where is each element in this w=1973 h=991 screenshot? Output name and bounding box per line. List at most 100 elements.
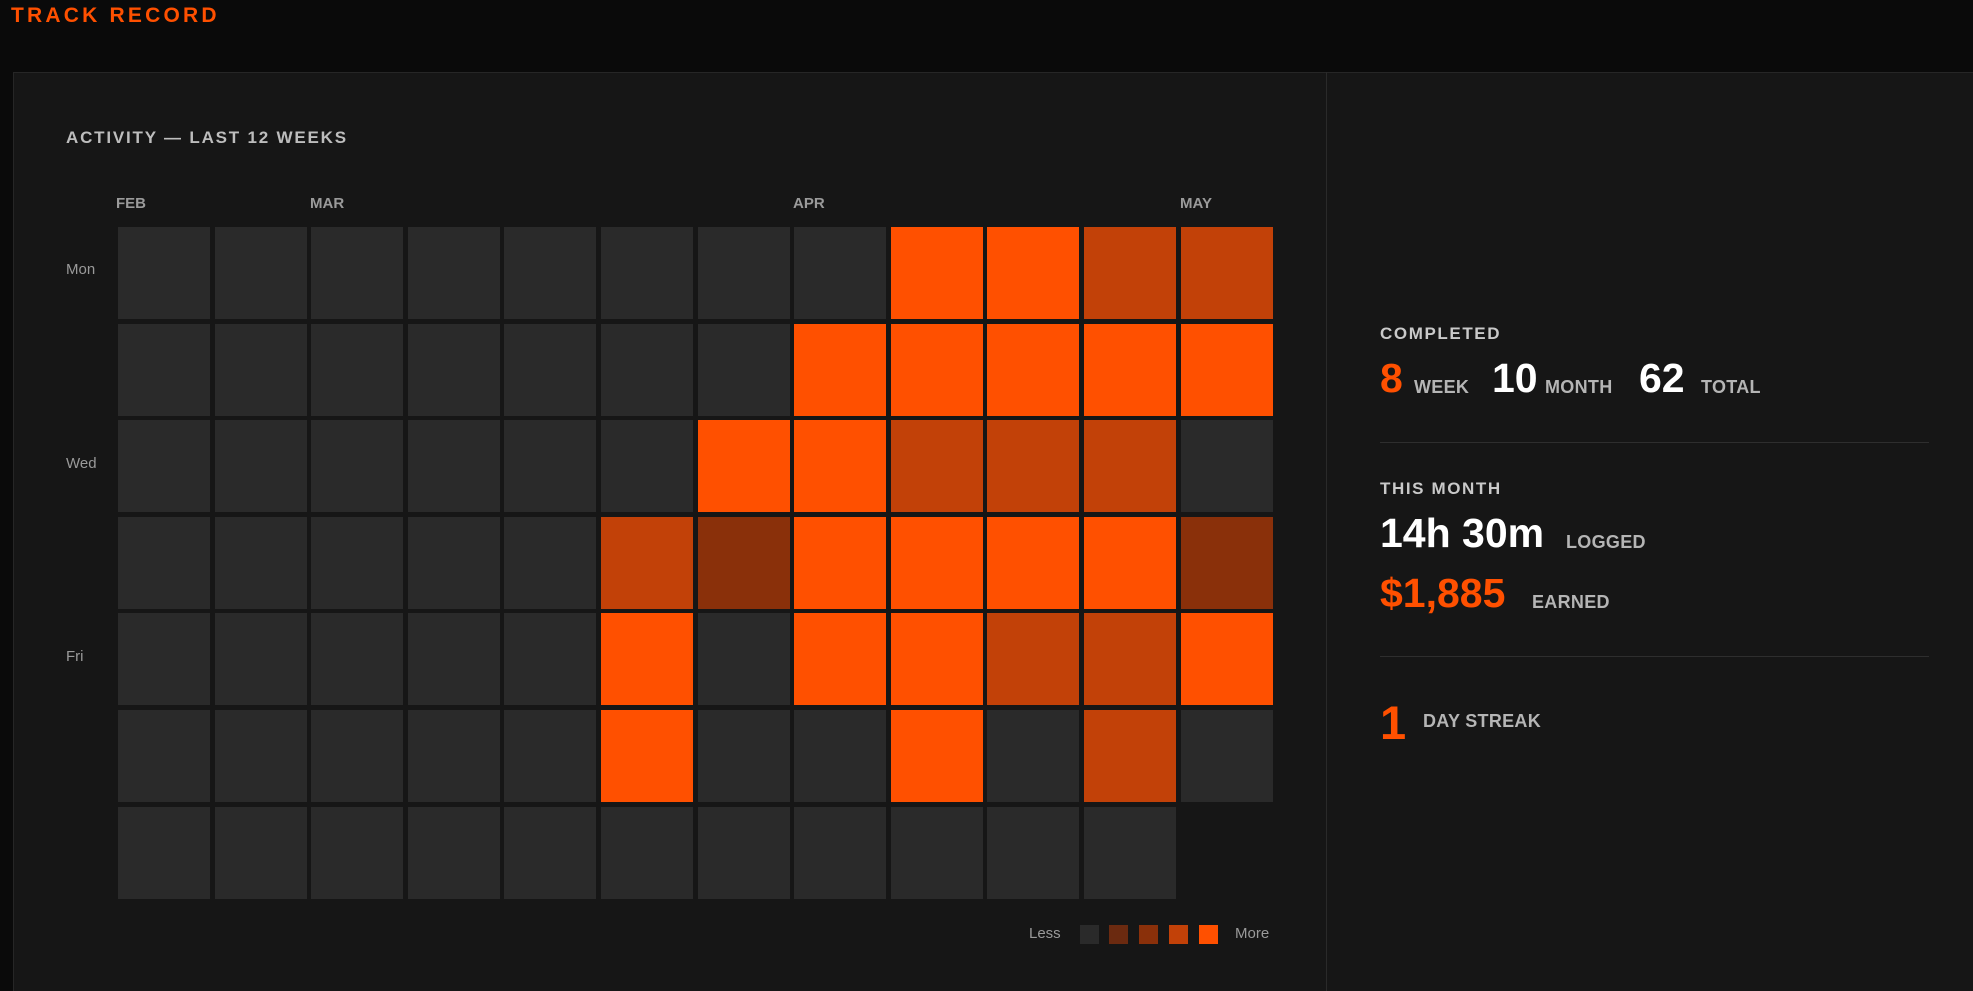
heatmap-cell[interactable] [1084,420,1176,512]
heatmap-cell[interactable] [987,324,1079,416]
heatmap-cell[interactable] [698,710,790,802]
heatmap-cell[interactable] [215,420,307,512]
heatmap-cell[interactable] [118,807,210,899]
heatmap-cell[interactable] [118,613,210,705]
month-label-feb: FEB [116,195,146,212]
legend-swatch-4 [1199,925,1218,944]
month-label-mar: MAR [310,195,345,212]
completed-month-value: 10 [1492,355,1538,401]
heatmap-cell[interactable] [794,420,886,512]
earned-label: EARNED [1532,592,1610,612]
heatmap-cell[interactable] [311,420,403,512]
heatmap-cell[interactable] [601,420,693,512]
heatmap-cell[interactable] [408,613,500,705]
heatmap-cell[interactable] [1084,613,1176,705]
streak-label: DAY STREAK [1423,711,1542,731]
heatmap-cell[interactable] [118,324,210,416]
heatmap-cell[interactable] [987,227,1079,319]
heatmap-cell[interactable] [698,324,790,416]
heatmap-cell[interactable] [408,227,500,319]
completed-week-label: WEEK [1414,377,1470,397]
heatmap-cell[interactable] [504,324,596,416]
heatmap-cell[interactable] [504,710,596,802]
stats-divider-1 [1380,442,1929,443]
heatmap-cell[interactable] [215,517,307,609]
day-label-wed: Wed [66,455,97,472]
heatmap-cell[interactable] [698,807,790,899]
heatmap-cell[interactable] [1084,517,1176,609]
heatmap-cell[interactable] [1084,807,1176,899]
heatmap-cell[interactable] [1084,710,1176,802]
heatmap-cell[interactable] [601,613,693,705]
heatmap-cell[interactable] [504,227,596,319]
completed-week-value: 8 [1380,355,1403,401]
this-month-heading: THIS MONTH [1380,479,1502,498]
heatmap-cell[interactable] [118,420,210,512]
legend-less-label: Less [1029,925,1061,942]
heatmap-cell[interactable] [891,227,983,319]
heatmap-cell[interactable] [118,517,210,609]
heatmap-cell[interactable] [408,710,500,802]
heatmap-cell[interactable] [698,227,790,319]
heatmap-cell[interactable] [1181,710,1273,802]
heatmap-cell[interactable] [987,517,1079,609]
heatmap-cell[interactable] [987,710,1079,802]
heatmap-cell[interactable] [408,420,500,512]
heatmap-cell[interactable] [1084,227,1176,319]
heatmap-cell[interactable] [215,324,307,416]
heatmap-cell[interactable] [1084,324,1176,416]
heatmap-cell[interactable] [1181,324,1273,416]
heatmap-cell[interactable] [215,613,307,705]
heatmap-cell[interactable] [1181,420,1273,512]
heatmap-cell[interactable] [504,807,596,899]
heatmap-cell[interactable] [311,710,403,802]
heatmap-cell[interactable] [891,420,983,512]
heatmap-cell[interactable] [698,517,790,609]
heatmap-cell[interactable] [794,807,886,899]
legend-swatch-2 [1139,925,1158,944]
heatmap-cell[interactable] [698,613,790,705]
heatmap-cell[interactable] [1181,613,1273,705]
heatmap-cell[interactable] [794,710,886,802]
completed-month-label: MONTH [1545,377,1613,397]
heatmap-cell[interactable] [311,517,403,609]
heatmap-cell[interactable] [794,227,886,319]
heatmap-cell[interactable] [987,807,1079,899]
heatmap-cell[interactable] [311,807,403,899]
heatmap-cell[interactable] [1181,517,1273,609]
heatmap-cell[interactable] [601,324,693,416]
heatmap-cell[interactable] [215,710,307,802]
heatmap-cell[interactable] [215,227,307,319]
heatmap-cell[interactable] [794,517,886,609]
heatmap-cell[interactable] [504,613,596,705]
heatmap-cell[interactable] [891,807,983,899]
heatmap-cell[interactable] [891,517,983,609]
stats-divider-2 [1380,656,1929,657]
heatmap-cell[interactable] [987,613,1079,705]
heatmap-cell[interactable] [118,227,210,319]
heatmap-cell[interactable] [794,613,886,705]
heatmap-cell[interactable] [311,324,403,416]
heatmap-cell[interactable] [311,227,403,319]
heatmap-cell[interactable] [601,807,693,899]
heatmap-cell[interactable] [601,227,693,319]
heatmap-cell[interactable] [601,517,693,609]
heatmap-cell[interactable] [118,710,210,802]
heatmap-cell[interactable] [891,613,983,705]
heatmap-cell[interactable] [215,807,307,899]
heatmap-cell[interactable] [891,710,983,802]
heatmap-cell[interactable] [408,807,500,899]
heatmap-cell[interactable] [794,324,886,416]
heatmap-cell[interactable] [311,613,403,705]
heatmap-cell[interactable] [504,420,596,512]
heatmap-cell[interactable] [408,324,500,416]
day-label-fri: Fri [66,648,84,665]
heatmap-cell[interactable] [504,517,596,609]
heatmap-cell[interactable] [408,517,500,609]
heatmap-cell[interactable] [891,324,983,416]
heatmap-cell[interactable] [601,710,693,802]
heatmap-cell[interactable] [987,420,1079,512]
heatmap-cell[interactable] [1181,227,1273,319]
heatmap-cell[interactable] [698,420,790,512]
legend-more-label: More [1235,925,1270,942]
